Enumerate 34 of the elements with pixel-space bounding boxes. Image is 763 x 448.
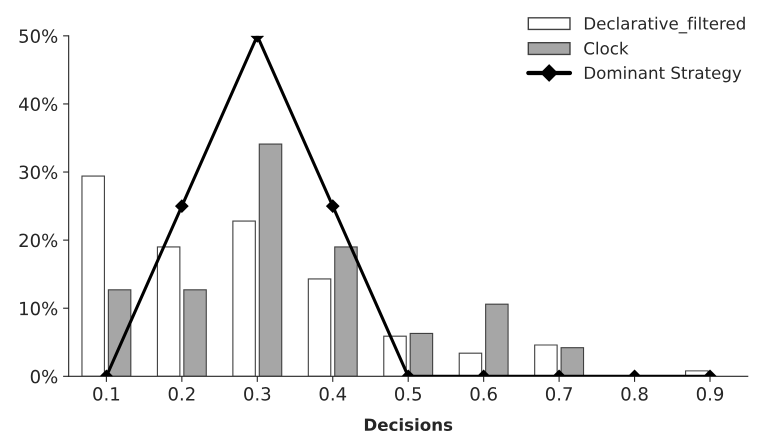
bar	[232, 220, 256, 376]
x-tick-label: 0.8	[621, 387, 648, 401]
bar	[156, 246, 180, 376]
bar	[183, 289, 207, 376]
x-tick-label: 0.1	[93, 387, 120, 401]
y-tick-label: 0%	[30, 370, 58, 384]
x-tick-label: 0.5	[395, 387, 421, 401]
bar	[458, 352, 482, 376]
x-axis-title: Decisions	[364, 418, 452, 431]
legend-label: Clock	[584, 42, 629, 55]
y-tick-label: 30%	[20, 165, 58, 180]
bar	[560, 347, 584, 376]
bar	[485, 304, 509, 376]
x-tick-label: 0.6	[470, 387, 497, 401]
bar	[258, 144, 282, 376]
bar	[534, 344, 558, 376]
point	[326, 199, 340, 213]
y-tick-label: 20%	[19, 234, 58, 248]
bar	[108, 289, 132, 376]
y-tick-label: 40%	[19, 97, 58, 112]
x-tick-label: 0.2	[168, 387, 194, 401]
x-tick-label: 0.9	[696, 387, 724, 401]
bar	[410, 332, 434, 376]
legend-label: Dominant Strategy	[584, 66, 742, 82]
x-tick-label: 0.3	[244, 387, 270, 401]
legend-label: Declarative_filtered	[584, 16, 745, 34]
bar	[308, 278, 332, 376]
y-tick-label: 10%	[20, 302, 58, 316]
y-tick-label: 50%	[20, 29, 58, 43]
x-tick-label: 0.7	[546, 387, 572, 401]
bar	[334, 246, 358, 376]
x-tick-label: 0.4	[320, 387, 346, 401]
bar	[81, 176, 105, 376]
point	[175, 199, 188, 213]
